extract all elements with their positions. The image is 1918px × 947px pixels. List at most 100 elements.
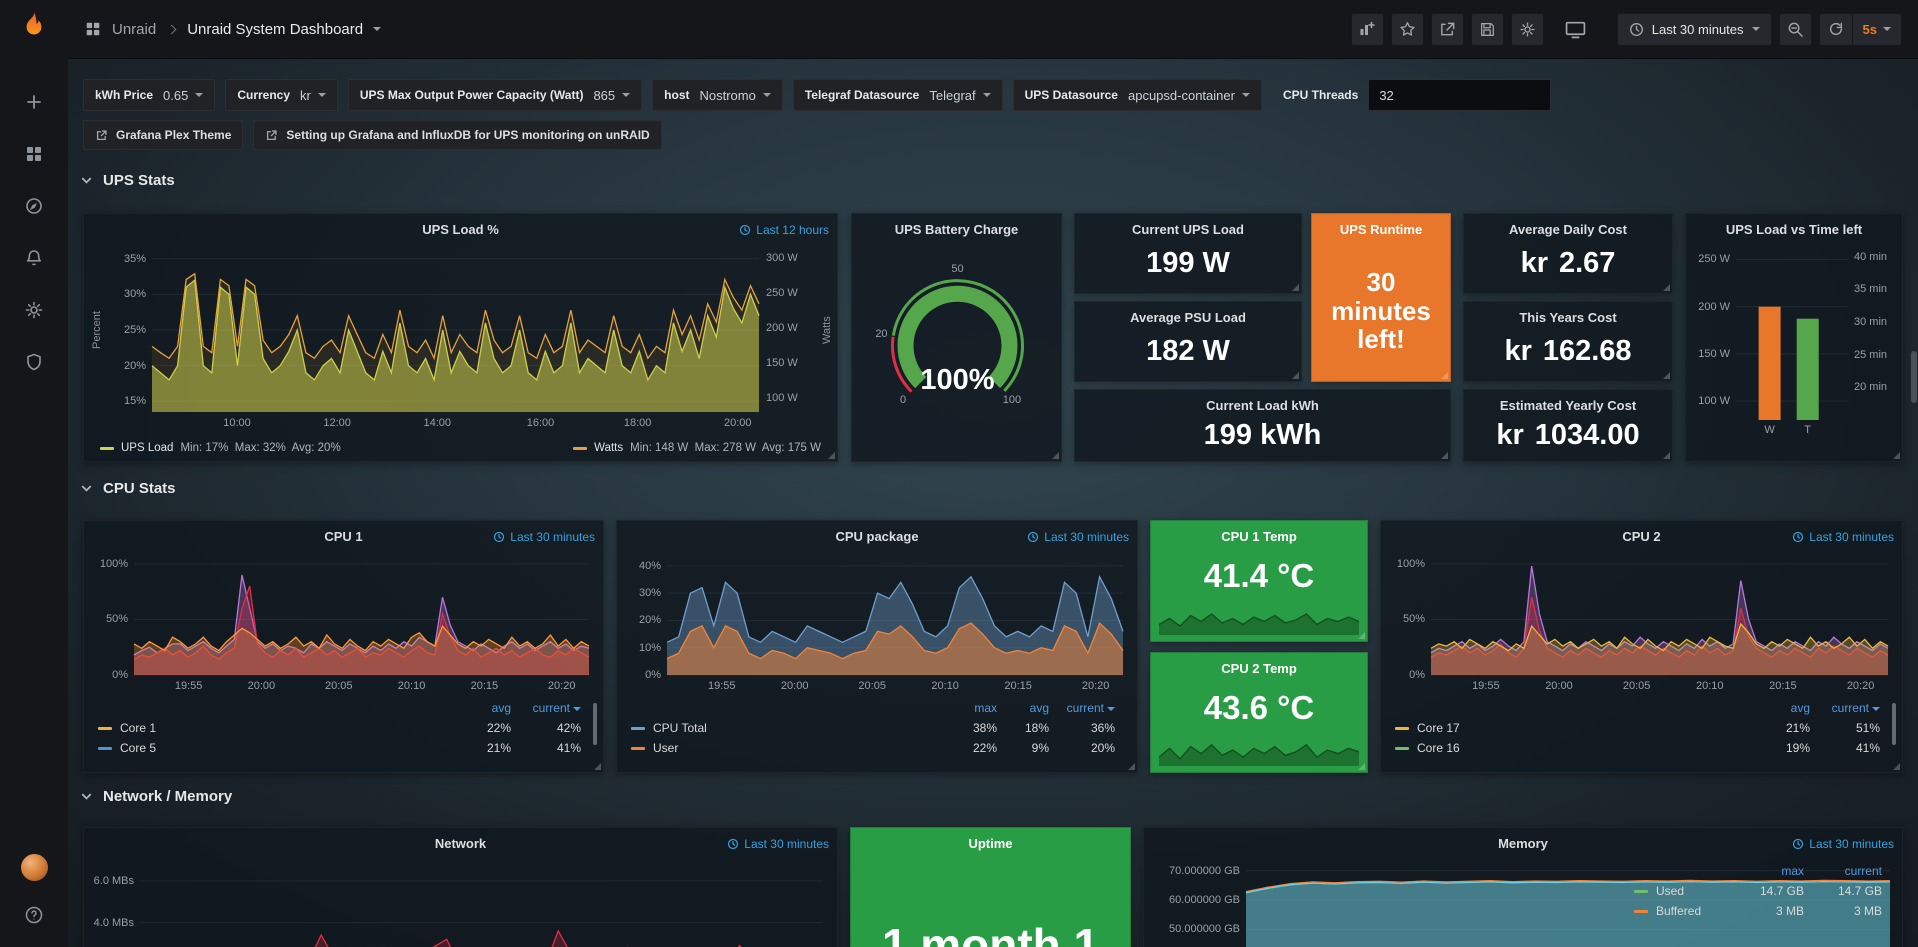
sidebar-item-server-admin[interactable] xyxy=(16,344,52,380)
panel-current-ups-load: Current UPS Load 199 W xyxy=(1074,213,1302,294)
cpu1-chart[interactable]: 0% 50% 100% 19:55 20:00 20:05 20:10 20:15 20:20 xyxy=(90,549,599,695)
panel-title[interactable]: UPS Load % xyxy=(422,222,499,237)
panel-title[interactable]: UPS Load vs Time left xyxy=(1725,222,1863,237)
tick-label: 20:00 xyxy=(1545,680,1573,692)
panel-title[interactable]: Uptime xyxy=(968,836,1013,851)
link-ups-monitoring-guide[interactable]: Setting up Grafana and InfluxDB for UPS … xyxy=(253,120,662,150)
legend-series[interactable]: Core 17 xyxy=(1395,721,1748,735)
help-icon[interactable] xyxy=(16,897,52,933)
panel-title[interactable]: CPU 2 xyxy=(1622,529,1661,544)
panel-title[interactable]: This Years Cost xyxy=(1519,310,1617,325)
star-button[interactable] xyxy=(1390,12,1424,46)
top-nav: Unraid Unraid System Dashboard Last 30 m… xyxy=(68,0,1918,59)
panel-title[interactable]: CPU 1 Temp xyxy=(1221,529,1297,544)
caret-down-icon xyxy=(762,93,771,97)
panel-title[interactable]: Average Daily Cost xyxy=(1508,222,1627,237)
sidebar-item-dashboards[interactable] xyxy=(16,136,52,172)
variable-currency[interactable]: Currency kr xyxy=(225,79,338,111)
save-icon xyxy=(1480,22,1494,36)
section-network-memory[interactable]: Network / Memory xyxy=(80,788,232,805)
time-range-label: Last 30 minutes xyxy=(1651,21,1744,37)
legend-scrollbar[interactable] xyxy=(593,703,597,745)
panel-this-years-cost: This Years Cost kr 162.68 xyxy=(1463,301,1673,382)
tick-label: 200 W xyxy=(766,322,798,335)
save-button[interactable] xyxy=(1470,12,1504,46)
panel-title[interactable]: CPU 2 Temp xyxy=(1221,661,1297,676)
legend-series[interactable]: Buffered xyxy=(1634,904,1726,918)
cycle-view-button[interactable] xyxy=(1559,13,1592,46)
page-scrollbar[interactable] xyxy=(1911,351,1917,403)
panel-title[interactable]: Current Load kWh xyxy=(1206,398,1319,413)
share-button[interactable] xyxy=(1430,12,1464,46)
stat-value: kr 1034.00 xyxy=(1496,419,1640,451)
plus-icon xyxy=(27,95,41,109)
legend-series[interactable]: Used xyxy=(1634,884,1726,898)
sidebar-menu xyxy=(16,84,52,380)
cpu2-temp-sparkline xyxy=(1159,734,1359,766)
tick-label: 50 xyxy=(951,262,964,275)
refresh-button[interactable] xyxy=(1820,13,1853,45)
legend-series[interactable]: Core 16 xyxy=(1395,741,1748,755)
legend-series[interactable]: User xyxy=(631,741,941,755)
refresh-interval-picker[interactable]: 5s xyxy=(1853,14,1901,45)
legend-series[interactable]: Core 1 xyxy=(98,721,449,735)
variable-kwh-price[interactable]: kWh Price 0.65 xyxy=(83,79,216,111)
page-title[interactable]: Unraid System Dashboard xyxy=(187,20,364,38)
tick-label: 20:00 xyxy=(780,680,809,692)
variable-telegraf-datasource[interactable]: Telegraf Datasource Telegraf xyxy=(792,79,1003,111)
tick-label: 30 min xyxy=(1854,315,1888,328)
time-range-picker[interactable]: Last 30 minutes xyxy=(1616,12,1772,46)
variable-ups-datasource[interactable]: UPS Datasource apcupsd-container xyxy=(1012,79,1262,111)
panel-title[interactable]: Estimated Yearly Cost xyxy=(1499,398,1637,413)
battery-gauge[interactable]: 100% 0 20 50 100 xyxy=(862,246,1053,418)
tick-label: 30% xyxy=(123,288,146,301)
panel-average-psu-load: Average PSU Load 182 W xyxy=(1074,301,1302,382)
panel-title[interactable]: UPS Runtime xyxy=(1339,222,1423,237)
legend-series[interactable]: Core 5 xyxy=(98,741,449,755)
cpu-threads-input[interactable] xyxy=(1368,79,1552,111)
memory-chart[interactable]: 50.000000 GB 60.000000 GB 70.000000 GB xyxy=(1150,856,1898,947)
legend-series[interactable]: CPU Total xyxy=(631,721,941,735)
panel-title[interactable]: Network xyxy=(434,836,487,851)
cpu-package-chart[interactable]: 0% 10% 20% 30% 40% 19:55 20:00 20:05 20:10 20:15 2… xyxy=(623,549,1133,695)
panel-title[interactable]: Current UPS Load xyxy=(1132,222,1244,237)
link-grafana-plex-theme[interactable]: Grafana Plex Theme xyxy=(83,120,244,150)
ups-load-chart[interactable]: 15% 20% 25% 30% 35% 100 W 150 W 200 W 250 W 300 W… xyxy=(90,242,833,432)
section-cpu-stats[interactable]: CPU Stats xyxy=(80,480,176,497)
tick-label: 50.000000 GB xyxy=(1169,923,1240,936)
dashboard-settings-button[interactable] xyxy=(1510,12,1544,46)
panel-average-daily-cost: Average Daily Cost kr 2.67 xyxy=(1463,213,1673,294)
legend-scrollbar[interactable] xyxy=(1892,703,1896,745)
refresh-icon xyxy=(1829,22,1842,35)
gear-icon xyxy=(1520,21,1535,37)
stat-value: kr 162.68 xyxy=(1504,335,1632,367)
add-panel-button[interactable] xyxy=(1350,12,1384,46)
panel-title[interactable]: Memory xyxy=(1498,836,1548,851)
cpu2-chart[interactable]: 0% 50% 100% 19:55 20:00 20:05 20:10 20:15 20:20 xyxy=(1387,549,1898,695)
breadcrumb-app[interactable]: Unraid xyxy=(112,20,157,38)
user-avatar[interactable] xyxy=(16,849,52,885)
variable-host[interactable]: host Nostromo xyxy=(652,79,783,111)
sidebar-item-alerting[interactable] xyxy=(16,240,52,276)
tick-label: 20:20 xyxy=(547,680,576,692)
panel-title[interactable]: CPU package xyxy=(835,529,919,544)
grid-icon[interactable] xyxy=(84,20,102,38)
panel-title[interactable]: CPU 1 xyxy=(324,529,363,544)
tick-label: 20:15 xyxy=(1004,680,1032,692)
clock-icon xyxy=(1793,838,1804,850)
tick-label: 14:00 xyxy=(423,417,452,429)
dashboard-links: Grafana Plex Theme Setting up Grafana an… xyxy=(83,120,662,150)
chevron-down-icon xyxy=(81,485,92,492)
grafana-logo[interactable] xyxy=(17,10,51,44)
zoom-out-button[interactable] xyxy=(1778,12,1812,46)
sidebar-item-create[interactable] xyxy=(16,84,52,120)
section-ups-stats[interactable]: UPS Stats xyxy=(80,172,175,189)
panel-title[interactable]: Average PSU Load xyxy=(1130,310,1246,325)
panel-cpu2-temp: CPU 2 Temp 43.6 °C xyxy=(1150,652,1368,773)
ups-vs-time-bar-chart[interactable]: 100 W 150 W 200 W 250 W 20 min 25 min 30 min 35… xyxy=(1690,242,1900,438)
panel-title[interactable]: UPS Battery Charge xyxy=(894,222,1019,237)
sidebar-item-explore[interactable] xyxy=(16,188,52,224)
variable-ups-max-output[interactable]: UPS Max Output Power Capacity (Watt) 865 xyxy=(347,79,643,111)
sidebar-item-configuration[interactable] xyxy=(16,292,52,328)
